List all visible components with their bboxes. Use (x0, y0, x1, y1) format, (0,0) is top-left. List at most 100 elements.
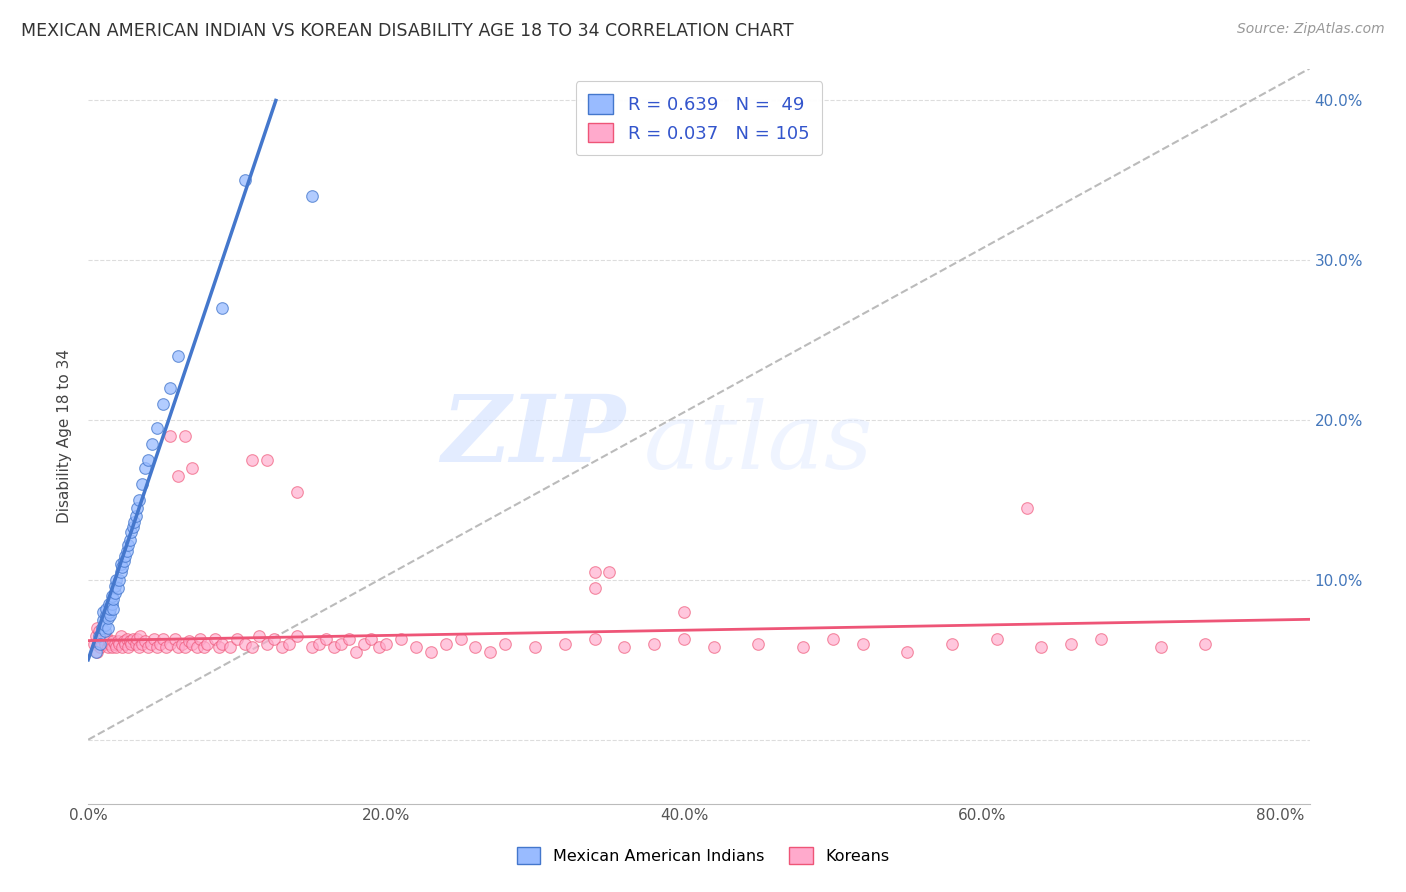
Point (84, 645, 107, 659)
Point (367, 640, 389, 654)
Point (90, 621, 112, 635)
Point (110, 629, 132, 643)
Point (139, 637, 162, 651)
Point (170, 637, 193, 651)
Point (159, 381, 181, 395)
Point (181, 461, 204, 475)
Point (120, 524, 142, 539)
Point (118, 533, 141, 547)
Legend: R = 0.639   N =  49, R = 0.037   N = 105: R = 0.639 N = 49, R = 0.037 N = 105 (575, 81, 823, 155)
Point (186, 640, 208, 654)
Point (86, 621, 108, 635)
Point (353, 637, 375, 651)
Text: MEXICAN AMERICAN INDIAN VS KOREAN DISABILITY AGE 18 TO 34 CORRELATION CHART: MEXICAN AMERICAN INDIAN VS KOREAN DISABI… (21, 22, 794, 40)
Point (96, 640, 118, 654)
Point (117, 640, 139, 654)
Point (747, 637, 769, 651)
Point (155, 640, 177, 654)
Point (613, 640, 636, 654)
Point (141, 437, 163, 451)
Point (330, 637, 353, 651)
Point (98, 633, 121, 648)
Point (1015, 500, 1038, 515)
Point (104, 637, 127, 651)
Point (240, 453, 263, 467)
Point (152, 632, 174, 646)
Point (226, 632, 249, 646)
Point (86, 645, 108, 659)
Point (1149, 640, 1171, 654)
Point (233, 173, 256, 187)
Point (117, 538, 139, 552)
Point (108, 637, 131, 651)
Point (166, 640, 188, 654)
Point (107, 633, 129, 648)
Point (821, 632, 844, 646)
Point (1194, 637, 1216, 651)
Point (128, 493, 150, 508)
Point (211, 301, 233, 316)
Point (121, 632, 143, 646)
Point (93, 637, 115, 651)
Point (124, 516, 146, 530)
Point (127, 632, 149, 646)
Point (360, 632, 382, 646)
Point (94, 601, 117, 615)
Point (211, 637, 233, 651)
Point (208, 640, 231, 654)
Point (112, 554, 135, 568)
Point (174, 429, 197, 443)
Point (941, 637, 963, 651)
Point (101, 640, 124, 654)
Point (83, 637, 105, 651)
Point (249, 629, 271, 643)
Point (301, 189, 323, 203)
Point (118, 633, 141, 648)
Point (128, 640, 150, 654)
Point (87, 629, 110, 643)
Point (91, 632, 114, 646)
Point (583, 632, 606, 646)
Point (301, 640, 323, 654)
Point (103, 633, 125, 648)
Point (337, 632, 360, 646)
Point (672, 605, 695, 619)
Point (89, 637, 111, 651)
Point (100, 637, 122, 651)
Point (1031, 640, 1053, 654)
Point (419, 645, 441, 659)
Point (159, 429, 181, 443)
Point (672, 632, 695, 646)
Point (174, 640, 197, 654)
Point (125, 637, 148, 651)
Point (136, 453, 159, 467)
Legend: Mexican American Indians, Koreans: Mexican American Indians, Koreans (510, 840, 896, 871)
Point (204, 632, 226, 646)
Point (111, 560, 134, 574)
Point (131, 637, 153, 651)
Point (96, 611, 118, 625)
Point (240, 640, 263, 654)
Point (322, 640, 344, 654)
Point (115, 544, 138, 558)
Point (94, 608, 117, 623)
Point (114, 637, 136, 651)
Point (434, 637, 457, 651)
Point (598, 565, 620, 579)
Point (195, 637, 218, 651)
Text: Source: ZipAtlas.com: Source: ZipAtlas.com (1237, 22, 1385, 37)
Point (494, 637, 516, 651)
Point (159, 637, 181, 651)
Point (703, 640, 725, 654)
Point (145, 421, 167, 435)
Point (315, 632, 337, 646)
Point (101, 597, 124, 611)
Point (120, 637, 142, 651)
Point (285, 485, 308, 500)
Point (256, 453, 278, 467)
Point (114, 549, 136, 563)
Point (87, 633, 110, 648)
Point (129, 629, 152, 643)
Point (84, 629, 107, 643)
Text: atlas: atlas (644, 399, 873, 489)
